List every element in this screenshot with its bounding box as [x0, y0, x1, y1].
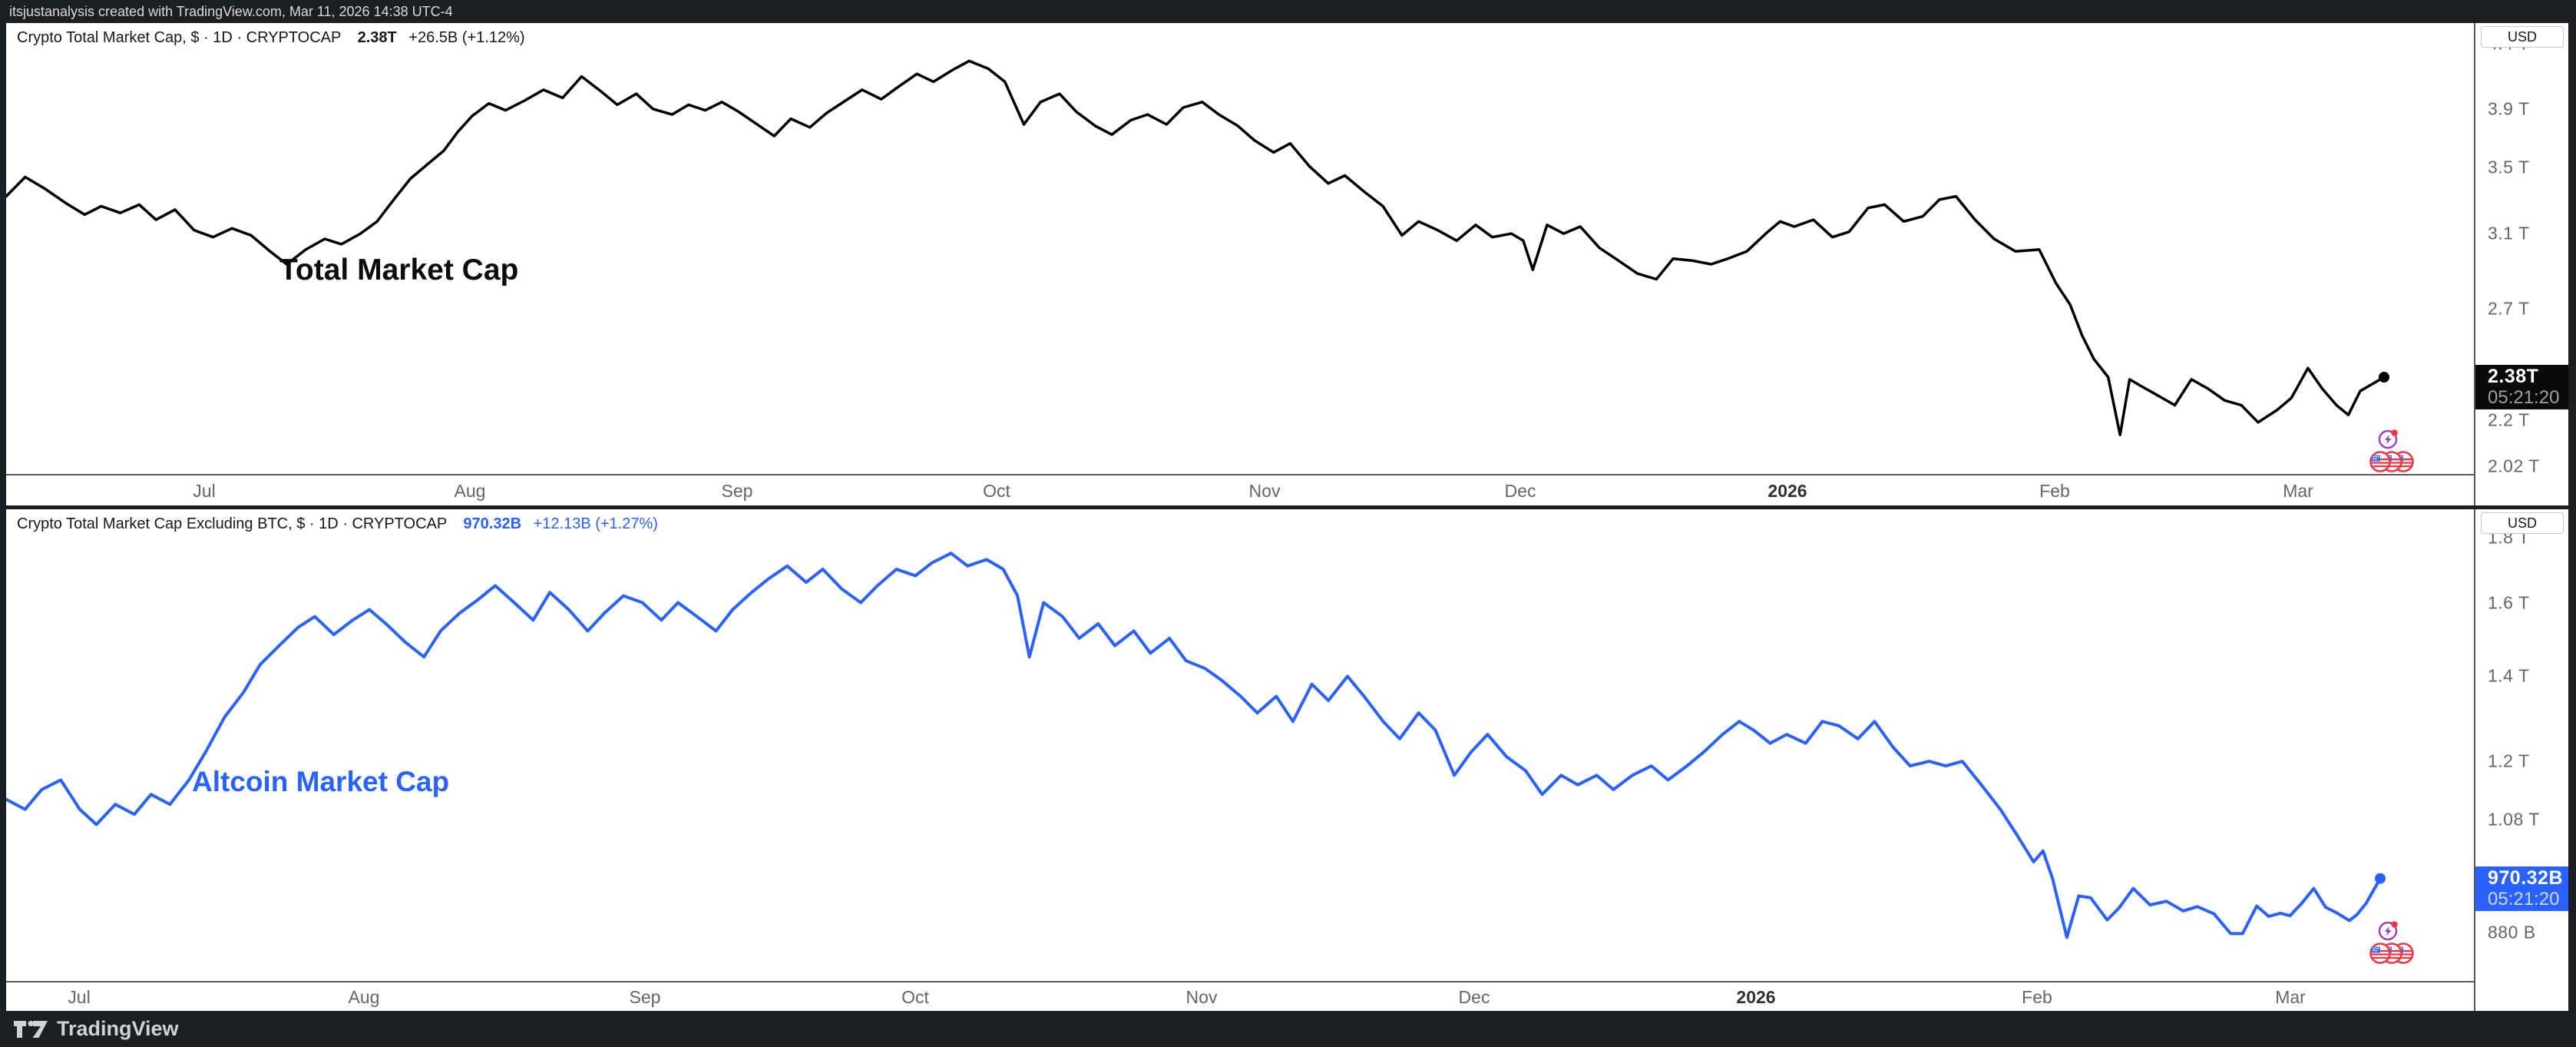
- price-axis-tick: 3.5 T: [2488, 157, 2530, 177]
- time-axis-tick: Dec: [1458, 986, 1490, 1007]
- time-axis-tick: Jul: [68, 986, 91, 1007]
- time-axis-tick: Dec: [1504, 480, 1536, 501]
- time-axis-tick: Oct: [983, 480, 1010, 501]
- time-axis[interactable]: Jul Aug Sep Oct Nov Dec 2026 Feb Mar: [6, 474, 2568, 505]
- time-axis-tick: Feb: [2039, 480, 2070, 501]
- last-price-value: 970.32B: [2488, 867, 2564, 889]
- time-axis[interactable]: Jul Aug Sep Oct Nov Dec 2026 Feb Mar: [6, 981, 2568, 1011]
- last-price-value: 2.38T: [2488, 366, 2539, 387]
- time-axis-tick: Sep: [721, 480, 753, 501]
- price-axis-tick: 2.7 T: [2488, 298, 2530, 319]
- price-axis-tick: 3.1 T: [2488, 223, 2530, 244]
- legend-change: +26.5B (+1.12%): [408, 29, 525, 46]
- legend-symbol: Crypto Total Market Cap Excluding BTC, $…: [17, 515, 447, 532]
- price-axis-tick: 3.9 T: [2488, 98, 2530, 119]
- time-axis-tick: Nov: [1248, 480, 1281, 501]
- tradingview-logo-text: TradingView: [57, 1017, 179, 1040]
- time-axis-tick: 2026: [1736, 986, 1776, 1007]
- time-axis-tick: Mar: [2275, 986, 2306, 1007]
- legend-altcoin[interactable]: Crypto Total Market Cap Excluding BTC, $…: [17, 515, 658, 533]
- events-icons[interactable]: [2365, 426, 2419, 477]
- chart-pane-altcoin[interactable]: [6, 509, 2474, 981]
- chart-pane-total[interactable]: [6, 23, 2474, 474]
- chart-panel-total-market-cap: Crypto Total Market Cap, $ · 1D · CRYPTO…: [6, 23, 2568, 505]
- time-axis-tick: Jul: [193, 480, 216, 501]
- legend-price: 2.38T: [357, 29, 397, 46]
- price-axis-tick: 880 B: [2488, 922, 2536, 943]
- time-axis-tick: Nov: [1185, 986, 1218, 1007]
- last-price-label[interactable]: 2.38T 05:21:20: [2475, 365, 2568, 409]
- price-axis-tick: 2.02 T: [2488, 456, 2540, 476]
- bar-countdown: 05:21:20: [2488, 889, 2560, 909]
- attribution-text: itsjustanalysis created with TradingView…: [9, 4, 453, 19]
- time-axis-tick: Sep: [629, 986, 661, 1007]
- currency-button[interactable]: USD: [2481, 512, 2564, 534]
- time-axis-tick: Mar: [2283, 480, 2313, 501]
- time-axis-tick: Aug: [454, 480, 486, 501]
- tradingview-logo[interactable]: TradingView: [12, 1011, 179, 1047]
- footer-bar: TradingView: [0, 1011, 2576, 1047]
- price-axis[interactable]: 1.8 T 1.6 T 1.4 T 1.2 T 1.08 T 880 B USD 970.…: [2474, 509, 2568, 1011]
- legend-change: +12.13B (+1.27%): [533, 515, 658, 532]
- last-price-dot: [2375, 873, 2386, 884]
- last-price-label[interactable]: 970.32B 05:21:20: [2475, 866, 2568, 911]
- bar-countdown: 05:21:20: [2488, 387, 2560, 408]
- tradingview-logo-icon: [14, 1020, 48, 1038]
- drawing-label-total-market-cap[interactable]: Total Market Cap: [279, 253, 519, 287]
- legend-symbol: Crypto Total Market Cap, $ · 1D · CRYPTO…: [17, 29, 342, 46]
- price-axis-tick: 1.6 T: [2488, 592, 2530, 613]
- last-price-dot: [2379, 372, 2389, 383]
- series-line-total[interactable]: [6, 59, 2386, 436]
- time-axis-tick: Oct: [901, 986, 929, 1007]
- attribution-bar: itsjustanalysis created with TradingView…: [0, 0, 2576, 23]
- price-axis[interactable]: 4.4 T3.9 T3.5 T3.1 T2.7 T2.2 T2.02 T USD…: [2474, 23, 2568, 505]
- time-axis-tick: Feb: [2022, 986, 2052, 1007]
- price-axis-tick: 2.2 T: [2488, 409, 2530, 430]
- time-axis-tick: Aug: [348, 986, 380, 1007]
- events-icons[interactable]: [2365, 918, 2419, 969]
- legend-total[interactable]: Crypto Total Market Cap, $ · 1D · CRYPTO…: [17, 29, 525, 47]
- currency-button[interactable]: USD: [2481, 26, 2564, 48]
- time-axis-tick: 2026: [1767, 480, 1807, 501]
- price-axis-tick: 1.4 T: [2488, 665, 2530, 686]
- chart-panel-altcoin-market-cap: Crypto Total Market Cap Excluding BTC, $…: [6, 509, 2568, 1011]
- price-axis-tick: 1.08 T: [2488, 809, 2540, 830]
- legend-price: 970.32B: [463, 515, 522, 532]
- price-axis-tick: 1.2 T: [2488, 750, 2530, 771]
- series-line-altcoin[interactable]: [6, 552, 2382, 939]
- drawing-label-altcoin-market-cap[interactable]: Altcoin Market Cap: [192, 766, 450, 797]
